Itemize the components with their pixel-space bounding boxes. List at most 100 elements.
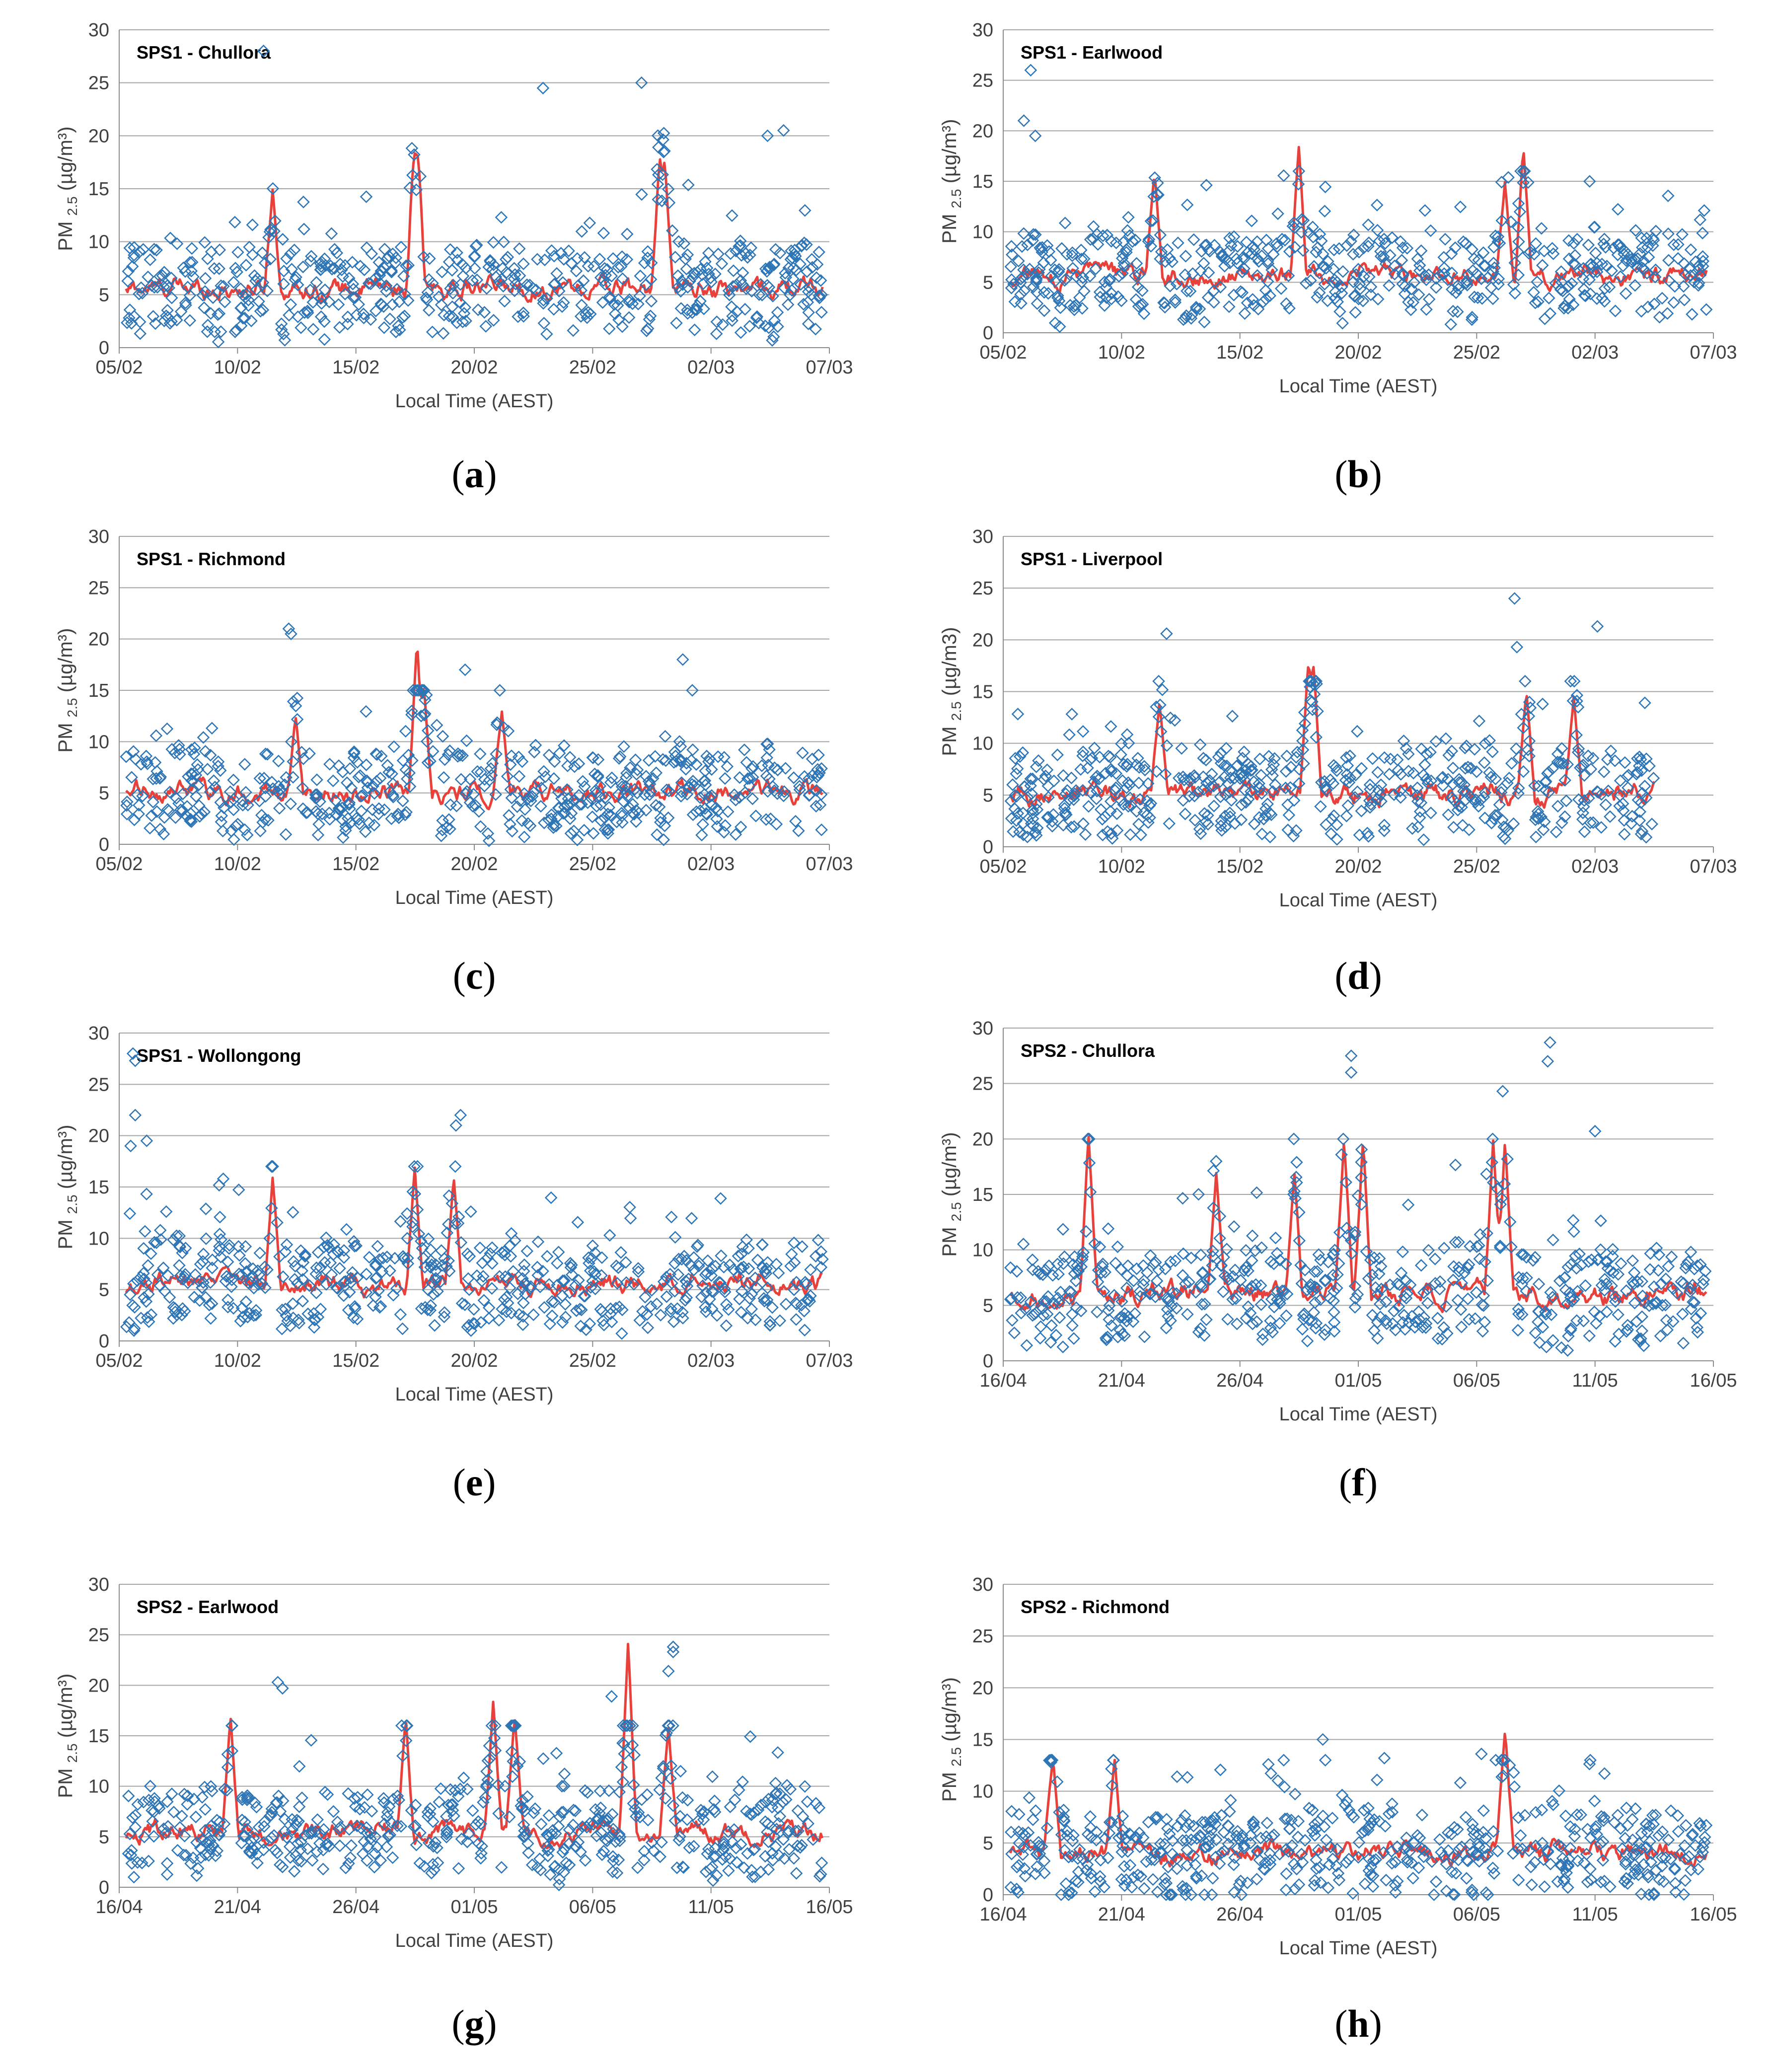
observed-point — [784, 1259, 797, 1273]
observed-point — [1438, 261, 1451, 275]
observed-point — [746, 1870, 759, 1883]
observed-point — [208, 262, 221, 275]
observed-point — [576, 775, 590, 788]
observed-point — [1679, 1819, 1693, 1832]
observed-point — [209, 781, 222, 794]
observed-point — [1635, 304, 1648, 318]
observed-point — [1645, 817, 1658, 830]
observed-point — [1486, 1132, 1499, 1146]
observed-point — [1451, 305, 1464, 318]
y-tick-label: 25 — [972, 1626, 993, 1647]
observed-point — [1054, 301, 1067, 314]
observed-point — [306, 1854, 319, 1867]
observed-point — [641, 1321, 655, 1334]
observed-point — [1435, 1846, 1448, 1859]
observed-point — [685, 1212, 698, 1225]
observed-point — [285, 735, 298, 748]
observed-point — [1287, 794, 1301, 807]
observed-point — [125, 317, 138, 330]
observed-point — [1656, 292, 1669, 305]
observed-point — [1023, 1791, 1036, 1804]
observed-point — [1082, 1850, 1096, 1863]
observed-point — [1561, 1860, 1575, 1873]
observed-point — [1636, 1289, 1649, 1303]
observed-point — [1151, 188, 1164, 201]
observed-point — [1308, 1265, 1321, 1278]
observed-point — [1684, 1282, 1697, 1295]
observed-point — [1647, 772, 1660, 785]
observed-point — [1046, 1269, 1059, 1282]
observed-point — [1649, 1808, 1662, 1822]
observed-point — [1676, 228, 1689, 241]
observed-point — [149, 772, 163, 785]
observed-point — [1661, 1323, 1674, 1336]
y-tick-label: 0 — [983, 837, 993, 858]
observed-point — [1261, 798, 1274, 811]
observed-point — [1241, 1876, 1254, 1889]
observed-point — [405, 704, 418, 718]
observed-point — [328, 243, 341, 256]
observed-point — [418, 1260, 432, 1274]
observed-point — [467, 1303, 480, 1316]
observed-point — [1193, 302, 1206, 315]
observed-point — [1044, 1336, 1057, 1349]
observed-point — [1190, 302, 1203, 315]
observed-point — [1016, 271, 1029, 284]
observed-point — [509, 1719, 522, 1732]
observed-point — [1292, 178, 1305, 191]
observed-point — [279, 828, 293, 841]
observed-point — [1379, 237, 1392, 250]
observed-point — [1011, 807, 1025, 820]
observed-point — [1310, 1853, 1323, 1866]
observed-point — [653, 1783, 666, 1796]
observed-point — [739, 282, 753, 296]
observed-point — [446, 279, 460, 292]
observed-point — [1341, 1229, 1354, 1242]
x-tick-label: 10/02 — [1098, 342, 1145, 363]
observed-point — [665, 1759, 678, 1773]
observed-point — [1589, 246, 1602, 260]
observed-point — [1355, 805, 1368, 817]
observed-point — [1551, 1875, 1564, 1888]
modelled-line — [1010, 666, 1656, 809]
observed-point — [1011, 1291, 1024, 1304]
observed-point — [1331, 1867, 1345, 1880]
observed-point — [310, 788, 323, 801]
observed-point — [1602, 784, 1615, 798]
observed-point — [1299, 277, 1313, 290]
observed-point — [1584, 287, 1597, 300]
observed-point — [1010, 1882, 1023, 1896]
observed-point — [657, 1760, 670, 1773]
observed-point — [1389, 1879, 1402, 1892]
observed-point — [463, 1283, 476, 1296]
observed-point — [552, 1820, 565, 1833]
observed-point — [1244, 1837, 1257, 1850]
observed-point — [1631, 1275, 1644, 1288]
observed-point — [1441, 1327, 1454, 1340]
observed-point — [1418, 204, 1432, 217]
observed-point — [1676, 1308, 1689, 1321]
observed-point — [1401, 1855, 1414, 1869]
observed-point — [340, 776, 354, 789]
observed-point — [656, 753, 669, 766]
observed-point — [512, 750, 525, 764]
observed-point — [445, 264, 459, 277]
observed-point — [1308, 260, 1321, 273]
observed-point — [307, 1307, 320, 1320]
observed-point — [813, 245, 825, 259]
observed-point — [722, 1825, 735, 1838]
observed-point — [1218, 1845, 1231, 1858]
observed-point — [212, 755, 225, 768]
observed-point — [474, 747, 487, 760]
observed-point — [463, 1250, 476, 1263]
observed-point — [1063, 1292, 1076, 1305]
observed-point — [301, 306, 314, 319]
observed-point — [534, 1818, 548, 1831]
observed-point — [1234, 285, 1247, 298]
observed-point — [1283, 1823, 1296, 1836]
observed-point — [659, 754, 672, 767]
observed-point — [480, 282, 493, 295]
observed-point — [1643, 1819, 1656, 1833]
observed-point — [1608, 754, 1622, 767]
